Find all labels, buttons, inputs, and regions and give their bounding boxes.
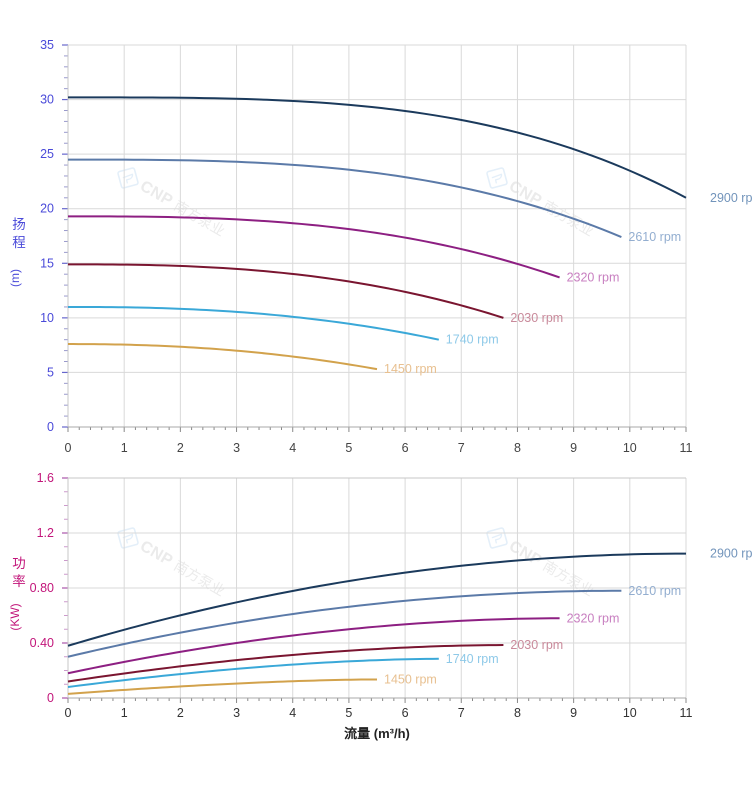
svg-text:11: 11 xyxy=(680,441,693,455)
svg-text:3: 3 xyxy=(233,706,240,720)
svg-text:25: 25 xyxy=(40,147,54,161)
svg-text:0: 0 xyxy=(65,706,72,720)
svg-text:10: 10 xyxy=(623,441,637,455)
svg-text:0: 0 xyxy=(47,420,54,434)
svg-text:2900 rpm: 2900 rpm xyxy=(710,547,752,561)
svg-text:2900 rpm: 2900 rpm xyxy=(710,191,752,205)
svg-text:0: 0 xyxy=(47,691,54,705)
svg-text:10: 10 xyxy=(623,706,637,720)
svg-text:35: 35 xyxy=(40,38,54,52)
svg-text:1450 rpm: 1450 rpm xyxy=(384,672,437,686)
svg-text:9: 9 xyxy=(570,706,577,720)
svg-text:程: 程 xyxy=(12,235,26,250)
svg-text:4: 4 xyxy=(289,441,296,455)
svg-text:扬: 扬 xyxy=(12,217,26,232)
svg-text:20: 20 xyxy=(40,202,54,216)
svg-text:6: 6 xyxy=(402,706,409,720)
svg-text:1: 1 xyxy=(121,706,128,720)
svg-text:1: 1 xyxy=(121,441,128,455)
svg-text:7: 7 xyxy=(458,706,465,720)
svg-text:2: 2 xyxy=(177,706,184,720)
svg-text:0.80: 0.80 xyxy=(30,581,54,595)
svg-text:2610 rpm: 2610 rpm xyxy=(628,584,681,598)
svg-text:流量 (m³/h): 流量 (m³/h) xyxy=(344,726,410,741)
svg-text:(m): (m) xyxy=(8,269,22,287)
svg-text:率: 率 xyxy=(12,573,26,589)
svg-text:5: 5 xyxy=(47,365,54,379)
svg-text:11: 11 xyxy=(680,706,693,720)
svg-text:15: 15 xyxy=(40,256,54,270)
svg-text:1.6: 1.6 xyxy=(37,471,54,485)
svg-text:功: 功 xyxy=(12,556,26,571)
svg-text:1450 rpm: 1450 rpm xyxy=(384,362,437,376)
svg-text:0.40: 0.40 xyxy=(30,636,54,650)
svg-text:5: 5 xyxy=(345,706,352,720)
svg-text:1740 rpm: 1740 rpm xyxy=(446,333,499,347)
svg-text:3: 3 xyxy=(233,441,240,455)
svg-text:1740 rpm: 1740 rpm xyxy=(446,652,499,666)
svg-text:8: 8 xyxy=(514,441,521,455)
svg-text:0: 0 xyxy=(65,441,72,455)
svg-text:2320 rpm: 2320 rpm xyxy=(567,611,620,625)
svg-text:2610 rpm: 2610 rpm xyxy=(628,230,681,244)
svg-text:(KW): (KW) xyxy=(8,603,22,630)
svg-text:30: 30 xyxy=(40,93,54,107)
svg-text:7: 7 xyxy=(458,441,465,455)
svg-text:4: 4 xyxy=(289,706,296,720)
svg-text:2030 rpm: 2030 rpm xyxy=(510,638,563,652)
svg-text:6: 6 xyxy=(402,441,409,455)
svg-text:2320 rpm: 2320 rpm xyxy=(567,270,620,284)
svg-text:1.2: 1.2 xyxy=(37,526,54,540)
svg-text:2: 2 xyxy=(177,441,184,455)
svg-text:5: 5 xyxy=(345,441,352,455)
svg-text:10: 10 xyxy=(40,311,54,325)
svg-text:8: 8 xyxy=(514,706,521,720)
svg-text:9: 9 xyxy=(570,441,577,455)
svg-text:2030 rpm: 2030 rpm xyxy=(510,311,563,325)
